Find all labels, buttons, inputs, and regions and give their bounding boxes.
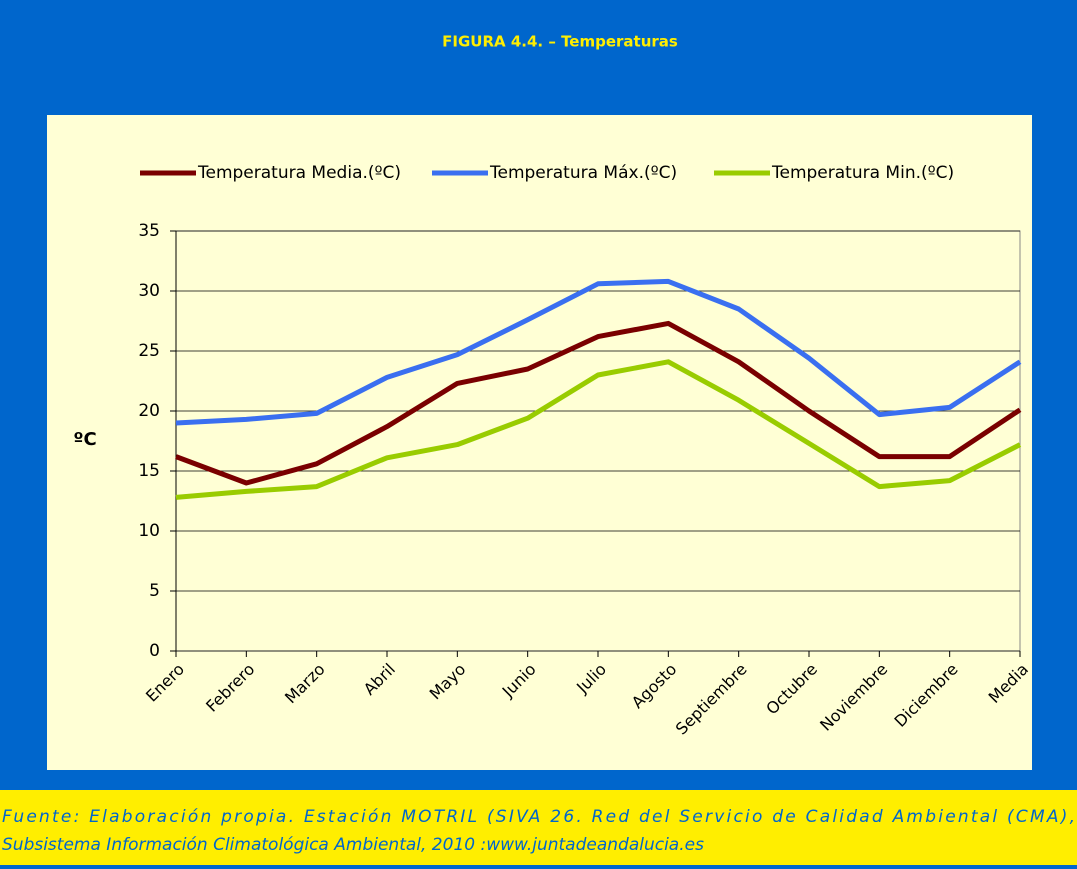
series-line <box>175 359 1022 500</box>
source-line: Subsistema Información Climatológica Amb… <box>2 835 704 855</box>
y-tick-label: 0 <box>149 641 160 661</box>
series-line <box>175 320 1022 486</box>
y-tick-label: 20 <box>138 401 160 421</box>
legend-label: Temperatura Máx.(ºC) <box>489 163 677 183</box>
series-line <box>175 278 1022 426</box>
y-tick-label: 35 <box>138 221 160 241</box>
y-tick-label: 15 <box>138 461 160 481</box>
figure-title: FIGURA 4.4. – Temperaturas <box>442 33 678 51</box>
source-band <box>0 790 1077 865</box>
legend-label: Temperatura Min.(ºC) <box>771 163 954 183</box>
y-tick-label: 5 <box>149 581 160 601</box>
legend-label: Temperatura Media.(ºC) <box>197 163 401 183</box>
source-line: Fuente: Elaboración propia. Estación MOT… <box>2 807 1075 827</box>
y-tick-label: 10 <box>138 521 160 541</box>
y-axis-label: ºC <box>73 429 96 450</box>
chart-area <box>47 115 1032 770</box>
y-tick-label: 25 <box>138 341 160 361</box>
y-tick-label: 30 <box>138 281 160 301</box>
